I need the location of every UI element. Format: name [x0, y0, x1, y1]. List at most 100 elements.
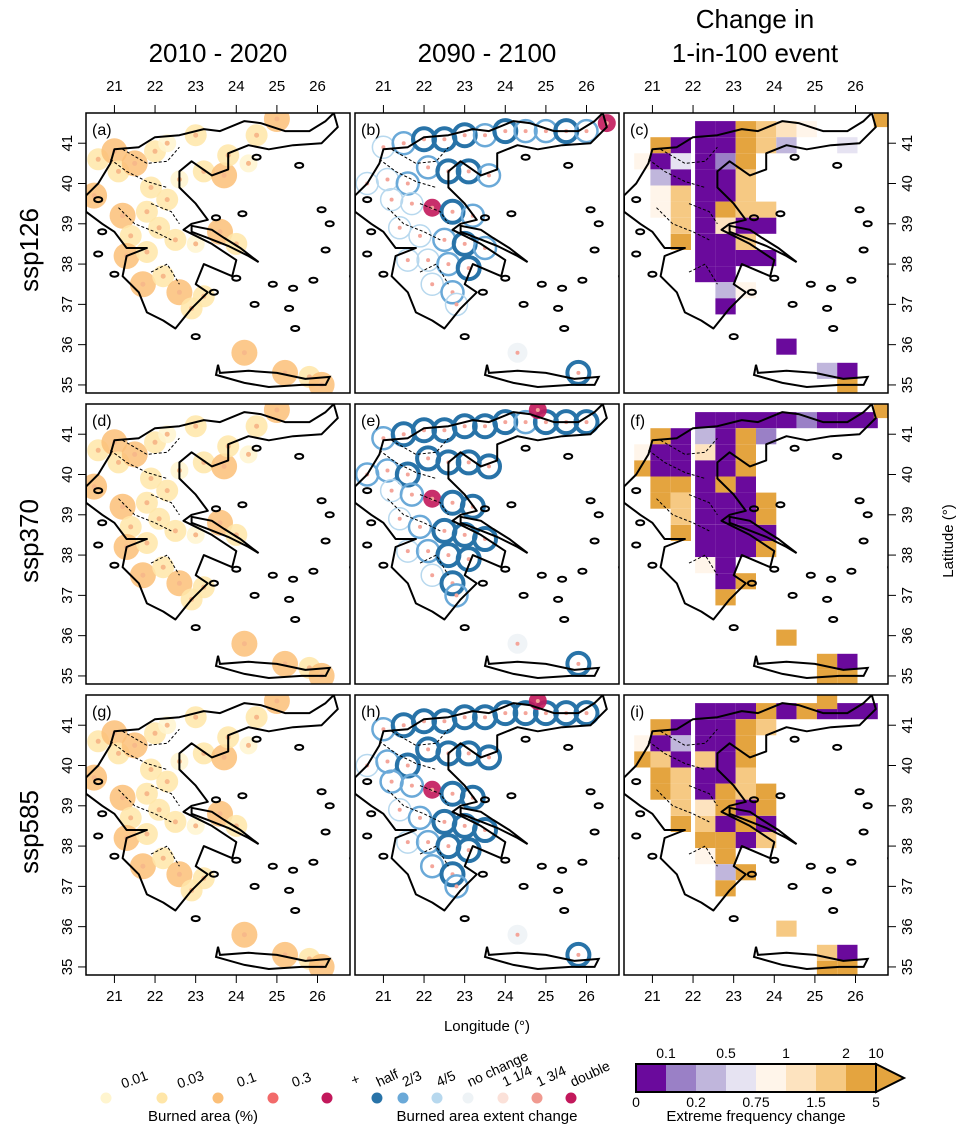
y-tick-label-left: 36	[59, 918, 76, 935]
panel-c: (c)	[623, 112, 889, 394]
burned-area-center	[116, 168, 121, 174]
extent-change-center	[409, 492, 414, 497]
island-outline	[805, 862, 816, 870]
burned-area-center	[148, 185, 154, 190]
frequency-cell	[695, 460, 716, 477]
extent-change-center	[466, 751, 471, 756]
x-tick-label-bottom: 23	[725, 988, 742, 1005]
y-tick-label-left: 36	[59, 627, 76, 644]
island-outline	[563, 452, 574, 460]
island-outline	[93, 250, 104, 258]
x-tick-label-top: 26	[309, 78, 326, 95]
frequency-cell	[715, 121, 736, 138]
column-title-2010-2020: 2010 - 2020	[149, 38, 288, 68]
frequency-cell	[715, 703, 736, 720]
legend-extent-swatch	[531, 1092, 543, 1104]
island-outline	[231, 274, 242, 282]
y-tick-label-left: 36	[59, 336, 76, 353]
frequency-cell	[670, 524, 691, 541]
island-outline	[294, 743, 305, 751]
legend-burned-label: +	[349, 1070, 362, 1088]
region-border	[656, 789, 710, 823]
burned-area-center	[193, 423, 199, 429]
extent-change-center	[405, 840, 410, 845]
extent-change-center	[381, 145, 386, 150]
legend-frequency-top-label: 1	[782, 1045, 790, 1061]
region-border	[379, 449, 437, 479]
y-tick-label-right: 36	[899, 627, 916, 644]
island-outline	[536, 862, 547, 870]
column-title-change-line2: 1-in-100 event	[672, 38, 839, 68]
x-tick-label-bottom: 24	[497, 988, 514, 1005]
island-outline	[536, 571, 547, 579]
island-outline	[324, 220, 335, 228]
legend-extent-swatch	[462, 1092, 474, 1104]
frequency-cell	[650, 460, 671, 477]
region-border	[656, 498, 710, 532]
frequency-cell	[756, 799, 777, 816]
coastline-mainland	[355, 113, 608, 330]
x-tick-label-bottom: 26	[309, 988, 326, 1005]
island-outline	[97, 228, 108, 236]
y-tick-label-right: 35	[899, 668, 916, 685]
island-outline	[822, 595, 833, 603]
extent-change-point	[408, 224, 432, 248]
legend-frequency-swatch	[666, 1064, 696, 1092]
island-outline	[822, 886, 833, 894]
frequency-cell	[837, 137, 858, 154]
y-tick-label-left: 37	[59, 878, 76, 895]
frequency-cell	[634, 751, 655, 768]
island-outline	[500, 274, 511, 282]
x-tick-label-top: 22	[147, 78, 164, 95]
legend-burned-label: 0.01	[119, 1067, 150, 1091]
frequency-cell	[735, 169, 756, 186]
frequency-cell	[650, 767, 671, 784]
island-outline	[362, 778, 373, 786]
frequency-cell	[695, 735, 716, 752]
legend-extent-title: Burned area extent change	[397, 1108, 578, 1125]
panel-frame	[354, 694, 620, 976]
burned-area-center	[164, 722, 170, 728]
frequency-cell	[715, 282, 736, 299]
extent-change-center	[454, 884, 459, 889]
extent-change-center	[446, 553, 451, 558]
frequency-cell	[670, 735, 691, 752]
burned-area-center	[172, 819, 178, 825]
legend-frequency-bottom-label: 1.5	[806, 1094, 826, 1110]
panel-content	[86, 695, 350, 975]
extent-change-center	[584, 711, 589, 716]
island-outline	[728, 333, 739, 341]
frequency-cell	[735, 541, 756, 558]
island-outline	[320, 246, 331, 254]
extent-change-center	[430, 787, 435, 792]
coastline-mainland	[86, 695, 339, 912]
extent-change-point	[396, 248, 420, 272]
y-tick-label-left: 38	[59, 547, 76, 564]
frequency-cell	[715, 266, 736, 283]
burned-area-center	[274, 407, 280, 413]
island-outline	[826, 575, 837, 583]
extent-change-center	[462, 424, 467, 429]
island-outline	[536, 280, 547, 288]
region-border	[648, 740, 706, 770]
x-tick-label-bottom: 21	[106, 988, 123, 1005]
island-outline	[208, 870, 219, 878]
island-outline	[324, 802, 335, 810]
island-outline	[362, 250, 373, 258]
x-tick-label-bottom: 25	[538, 988, 555, 1005]
frequency-cell	[837, 378, 858, 393]
island-outline	[520, 153, 531, 161]
island-outline	[93, 832, 104, 840]
frequency-cell	[756, 250, 777, 267]
frequency-cell	[695, 832, 716, 849]
x-tick-label-bottom: 24	[766, 988, 783, 1005]
legend-extent-swatch	[371, 1092, 383, 1104]
burned-area-center	[160, 273, 166, 279]
island-outline	[378, 561, 389, 569]
island-outline	[832, 452, 843, 460]
extent-change-center	[442, 719, 447, 724]
frequency-cell	[756, 137, 777, 154]
y-tick-label-left: 35	[59, 959, 76, 976]
legend-burned-label: 0.03	[175, 1067, 206, 1091]
panel-background	[355, 695, 619, 975]
